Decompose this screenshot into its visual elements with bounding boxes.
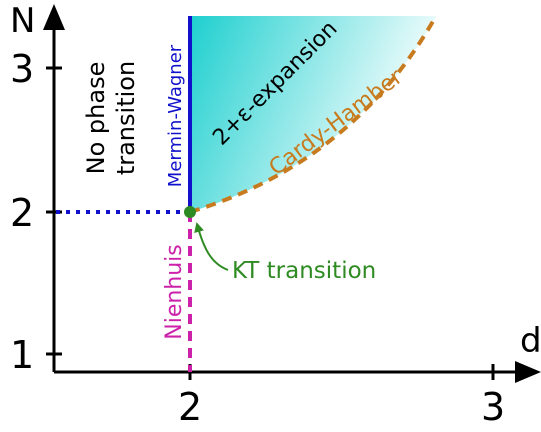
no-phase-line2: transition xyxy=(112,61,140,175)
expansion-region xyxy=(190,16,436,212)
x-axis-arrow xyxy=(515,361,541,383)
kt-arrow xyxy=(194,222,229,271)
no-phase-label: No phase transition xyxy=(82,61,140,175)
cardy-hamber-curve xyxy=(189,15,438,214)
y-axis-label: N xyxy=(10,1,35,41)
y-tick-label-2: 2 xyxy=(10,191,34,235)
no-phase-line1: No phase xyxy=(82,62,110,175)
x-axis-label: d xyxy=(520,321,541,361)
y-axis-arrow xyxy=(43,4,65,30)
x-tick-label-2: 2 xyxy=(178,385,202,429)
y-tick-label-1: 1 xyxy=(10,333,34,377)
kt-point xyxy=(184,206,196,218)
kt-label: KT transition xyxy=(232,258,376,284)
x-tick-label-3: 3 xyxy=(481,385,505,429)
y-tick-label-3: 3 xyxy=(10,47,34,91)
nienhuis-label: Nienhuis xyxy=(162,244,187,340)
mermin-wagner-label: Mermin-Wagner xyxy=(165,44,186,187)
